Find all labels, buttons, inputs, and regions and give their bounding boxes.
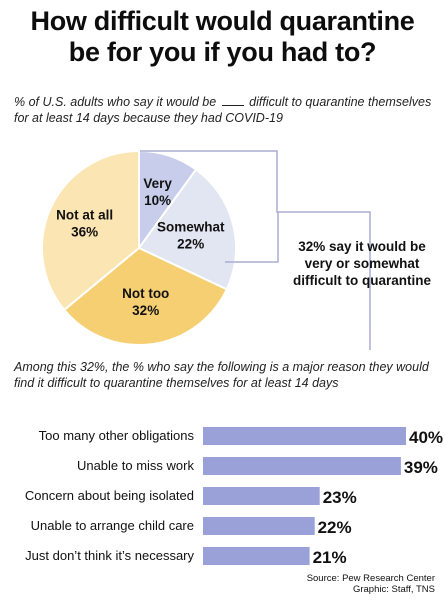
chart-title: How difficult would quarantine be for yo… <box>0 6 445 68</box>
source-credit: Source: Pew Research Center Graphic: Sta… <box>307 573 435 595</box>
bar-concern-about-being-isolated <box>203 487 320 505</box>
pie-value-not-at-all: 36% <box>71 224 98 239</box>
subtitle-part-2: difficult to quarantine themselves for a… <box>14 95 432 125</box>
pie-slice-not-too <box>62 246 229 346</box>
pie-label-not-too: Not too <box>122 286 169 301</box>
pie-value-very: 10% <box>144 193 171 208</box>
subtitle-part-1: % of U.S. adults who say it would be <box>14 95 217 109</box>
callout-bracket-connector <box>225 212 279 263</box>
title-line-2: be for you if you had to? <box>68 37 377 67</box>
bar-subtitle: Among this 32%, the % who say the follow… <box>14 360 429 390</box>
bar-category-unable-to-arrange-child-care: Unable to arrange child care <box>31 518 194 533</box>
pie-label-not-at-all: Not at all <box>56 207 113 222</box>
callout-bracket-upper <box>140 150 371 328</box>
bar-value-too-many-other-obligations: 40% <box>409 428 443 447</box>
pie-value-not-too: 32% <box>132 303 159 318</box>
bar-value-unable-to-miss-work: 39% <box>404 458 438 477</box>
bar-just-don-t-think-it-s-necessary <box>203 547 310 565</box>
pie-subtitle: % of U.S. adults who say it would be dif… <box>14 94 434 126</box>
bar-value-concern-about-being-isolated: 23% <box>323 488 357 507</box>
bar-category-too-many-other-obligations: Too many other obligations <box>39 428 195 443</box>
bar-unable-to-miss-work <box>203 457 401 475</box>
pie-label-very: Very <box>143 176 172 191</box>
bar-value-just-don-t-think-it-s-necessary: 21% <box>313 548 347 567</box>
bar-value-unable-to-arrange-child-care: 22% <box>318 518 352 537</box>
bar-category-concern-about-being-isolated: Concern about being isolated <box>25 488 194 503</box>
pie-label-somewhat: Somewhat <box>157 220 225 235</box>
graphic-credit-line: Graphic: Staff, TNS <box>352 584 435 595</box>
pie-slice-not-at-all <box>41 149 140 312</box>
title-line-1: How difficult would quarantine <box>30 6 415 36</box>
subtitle-blank <box>221 94 244 106</box>
bar-category-just-don-t-think-it-s-necessary: Just don’t think it’s necessary <box>25 548 194 563</box>
bar-too-many-other-obligations <box>203 427 406 445</box>
bar-unable-to-arrange-child-care <box>203 517 315 535</box>
pie-value-somewhat: 22% <box>177 237 204 252</box>
bar-category-unable-to-miss-work: Unable to miss work <box>77 458 195 473</box>
source-line: Source: Pew Research Center <box>306 573 435 584</box>
callout-text: 32% say it would be very or somewhat dif… <box>293 239 431 288</box>
